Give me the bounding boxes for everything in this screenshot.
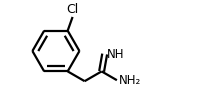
Text: Cl: Cl (66, 3, 79, 16)
Text: NH₂: NH₂ (119, 74, 141, 87)
Text: NH: NH (107, 48, 124, 60)
